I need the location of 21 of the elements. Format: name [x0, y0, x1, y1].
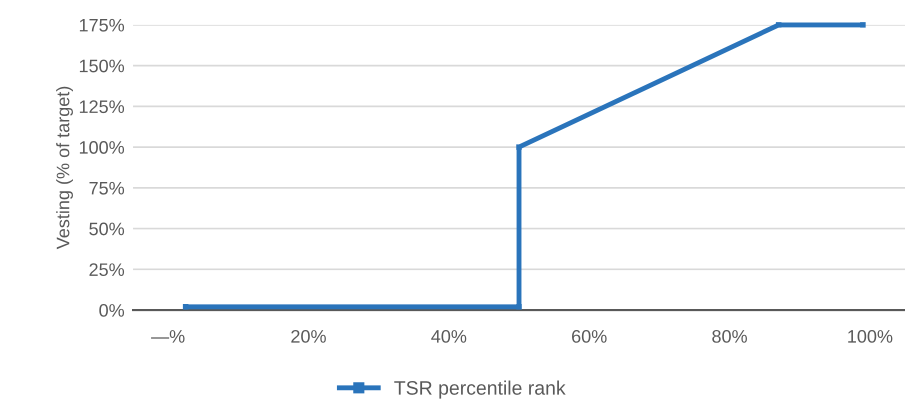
y-tick-label: 150%	[80, 60, 124, 72]
y-tick-label: 100%	[80, 141, 124, 154]
y-axis-title: Vesting (% of target)	[56, 86, 73, 250]
point	[776, 22, 782, 28]
y-tick-label: 75%	[89, 182, 124, 195]
y-tick-label: 0%	[99, 304, 124, 317]
x-tick-label: 40%	[431, 330, 466, 343]
point	[860, 22, 866, 28]
point	[516, 304, 522, 310]
x-tick-label: —%	[151, 330, 185, 343]
point	[182, 304, 188, 310]
point	[516, 144, 522, 150]
y-tick-label: 25%	[89, 263, 124, 276]
x-tick-label: 60%	[572, 330, 607, 343]
legend-label: TSR percentile rank	[394, 380, 566, 399]
y-tick-label: 175%	[80, 18, 124, 32]
x-tick-label: 100%	[848, 330, 892, 343]
x-tick-label: 20%	[291, 330, 326, 343]
y-tick-label: 125%	[80, 100, 124, 114]
x-tick-label: 80%	[712, 330, 747, 343]
y-tick-label: 50%	[89, 222, 124, 236]
